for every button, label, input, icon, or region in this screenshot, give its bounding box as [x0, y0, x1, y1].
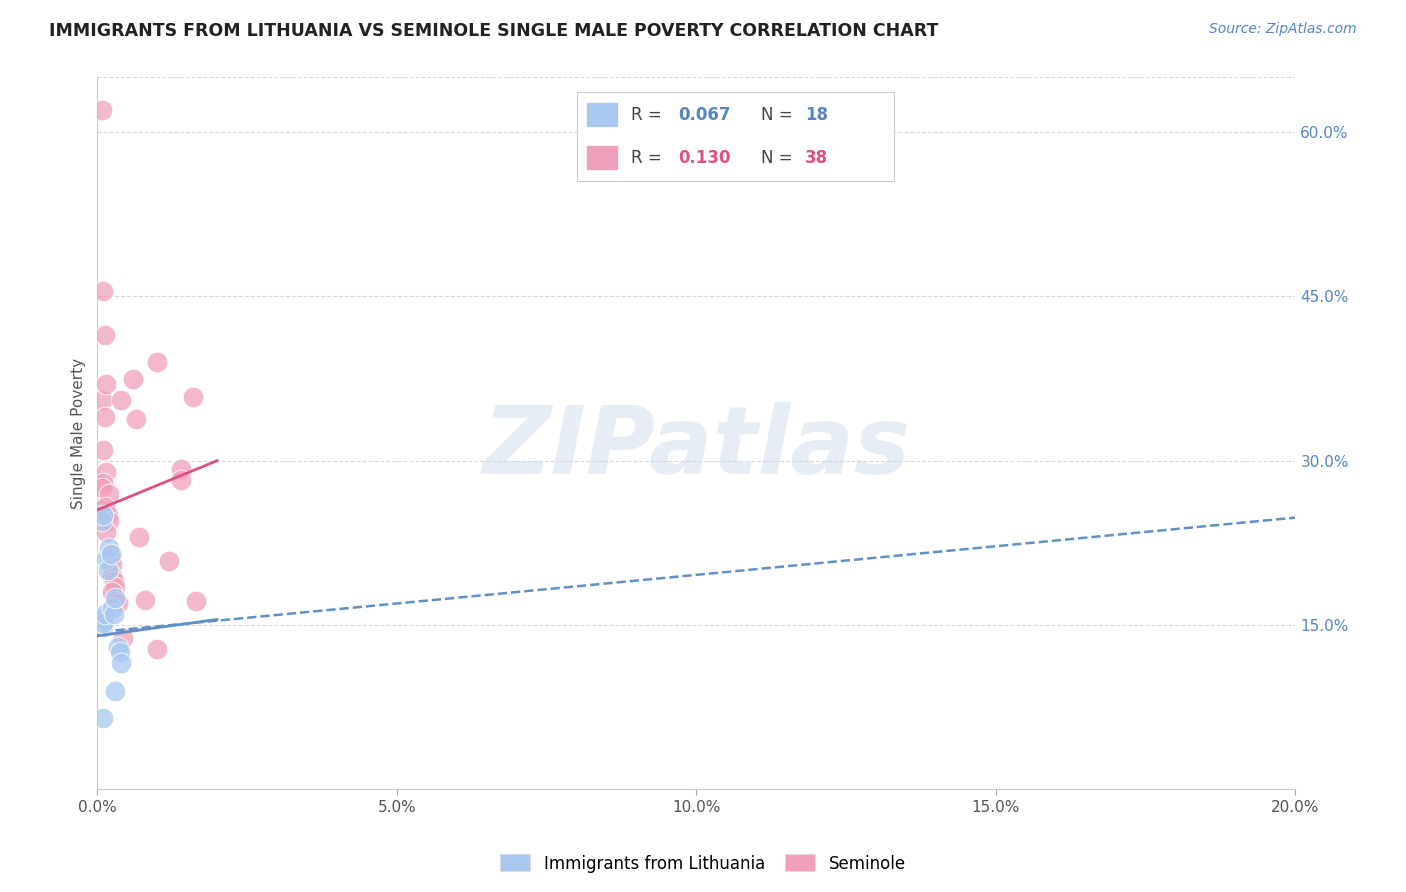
- Point: [98, 514, 121, 528]
- Point: [93, 508, 115, 523]
- Point: [111, 631, 134, 645]
- Point: [91, 612, 114, 626]
- Point: [103, 574, 125, 588]
- Point: [93, 475, 115, 490]
- Point: [93, 284, 115, 298]
- Point: [104, 594, 127, 608]
- Legend: Immigrants from Lithuania, Seminole: Immigrants from Lithuania, Seminole: [494, 847, 912, 880]
- Point: [98, 486, 121, 500]
- Point: [100, 547, 122, 561]
- Text: ZIPatlas: ZIPatlas: [482, 401, 911, 493]
- Point: [107, 596, 129, 610]
- Point: [181, 390, 204, 404]
- Point: [93, 327, 115, 342]
- Point: [103, 607, 125, 621]
- Point: [96, 524, 118, 539]
- Point: [93, 615, 115, 630]
- Point: [91, 503, 114, 517]
- Point: [100, 552, 122, 566]
- Point: [91, 481, 114, 495]
- Point: [93, 711, 115, 725]
- Point: [96, 377, 118, 392]
- Text: IMMIGRANTS FROM LITHUANIA VS SEMINOLE SINGLE MALE POVERTY CORRELATION CHART: IMMIGRANTS FROM LITHUANIA VS SEMINOLE SI…: [49, 22, 939, 40]
- Point: [97, 563, 120, 577]
- Point: [146, 642, 169, 657]
- Point: [101, 558, 124, 572]
- Point: [93, 620, 115, 634]
- Point: [134, 592, 156, 607]
- Point: [104, 591, 127, 605]
- Point: [108, 645, 131, 659]
- Point: [98, 541, 121, 556]
- Point: [128, 530, 150, 544]
- Point: [170, 462, 193, 476]
- Point: [122, 371, 145, 385]
- Y-axis label: Single Male Poverty: Single Male Poverty: [72, 358, 86, 508]
- Point: [98, 547, 121, 561]
- Point: [104, 580, 127, 594]
- Point: [157, 554, 180, 568]
- Point: [96, 552, 118, 566]
- Point: [91, 393, 114, 408]
- Point: [110, 393, 132, 408]
- Point: [97, 508, 120, 523]
- Point: [101, 601, 124, 615]
- Point: [93, 409, 115, 424]
- Point: [93, 500, 115, 514]
- Point: [186, 594, 208, 608]
- Point: [96, 465, 118, 479]
- Point: [91, 103, 114, 118]
- Point: [170, 474, 193, 488]
- Point: [146, 355, 169, 369]
- Point: [101, 568, 124, 582]
- Point: [101, 585, 124, 599]
- Point: [93, 442, 115, 457]
- Point: [104, 683, 127, 698]
- Text: Source: ZipAtlas.com: Source: ZipAtlas.com: [1209, 22, 1357, 37]
- Point: [93, 607, 115, 621]
- Point: [110, 657, 132, 671]
- Point: [91, 514, 114, 528]
- Point: [107, 640, 129, 654]
- Point: [125, 412, 148, 426]
